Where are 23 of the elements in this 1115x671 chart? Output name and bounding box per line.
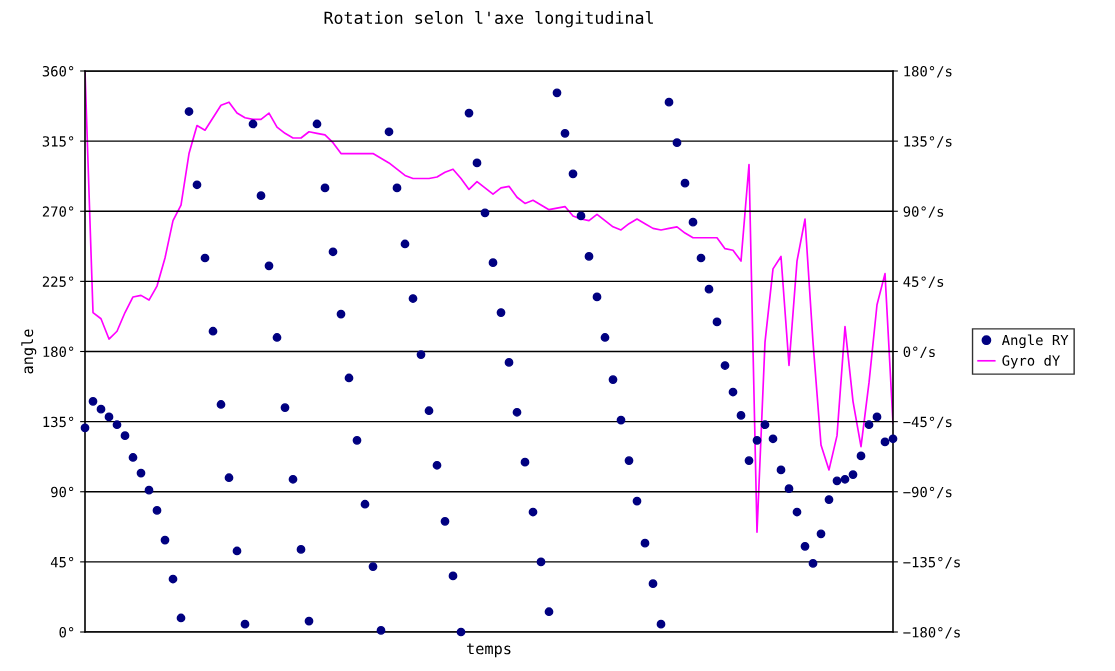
y2-tick-label: 180°/s — [904, 66, 952, 78]
y2-tick-label: 135°/s — [904, 136, 952, 148]
y2-tick-label: −180°/s — [903, 627, 960, 639]
y2-tick-label: −45°/s — [903, 416, 952, 429]
y2-tick-label: 45°/s — [903, 276, 944, 288]
y2-tick-label: −90°/s — [903, 486, 952, 499]
y2-tick-label: 0°/s — [903, 346, 935, 359]
y-axis-title: angle — [21, 329, 37, 374]
legend-label: Angle RY — [1001, 334, 1069, 349]
y-tick-label: 45° — [50, 556, 74, 568]
y2-tick-label: −135°/s — [903, 556, 960, 569]
y-tick-label: 270° — [42, 206, 74, 217]
legend-label: Gyro dY — [1002, 355, 1060, 369]
y-tick-label: 0° — [59, 627, 74, 638]
y-tick-label: 225° — [42, 276, 74, 287]
chart-title: Rotation selon l'axe longitudinal — [324, 11, 653, 28]
y-tick-label: 180° — [43, 346, 74, 358]
y-tick-label: 360° — [42, 66, 74, 77]
x-axis-title: temps — [466, 643, 511, 658]
y2-tick-label: 90°/s — [903, 206, 944, 218]
y-tick-label: 135° — [43, 416, 74, 428]
y-tick-label: 315° — [42, 136, 74, 147]
y-tick-label: 90° — [51, 486, 74, 498]
